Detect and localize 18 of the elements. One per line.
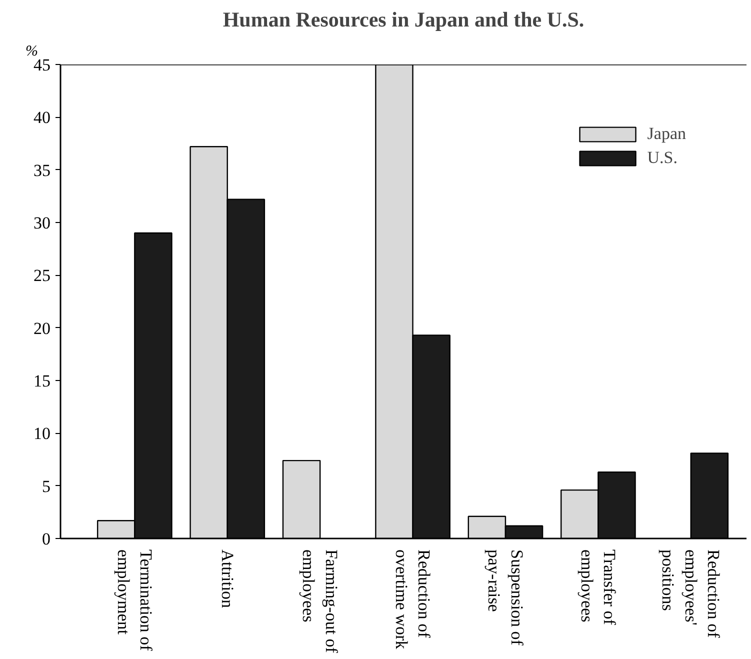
- x-tick-label: Farming-out of employees: [299, 550, 341, 654]
- x-tick-label: Attrition: [218, 550, 237, 609]
- y-tick-label: 10: [34, 424, 50, 444]
- y-tick-label: 30: [34, 214, 50, 232]
- y-tick-label: 20: [34, 318, 50, 338]
- x-tick-label: Reduction of employees' positions: [658, 550, 724, 638]
- y-tick-label: 25: [34, 266, 50, 286]
- y-tick-label: 0: [42, 530, 50, 548]
- x-tick-label: Termination of employment: [114, 550, 156, 652]
- legend-label: Japan: [647, 124, 686, 144]
- x-tick-label: Suspension of pay-raise: [484, 550, 526, 646]
- y-tick-label: 40: [34, 108, 50, 128]
- x-tick-label: Transfer of employees: [577, 550, 620, 626]
- chart-title: Human Resources in Japan and the U.S.: [222, 8, 584, 32]
- y-tick-label: 5: [42, 476, 50, 496]
- legend-label: U.S.: [647, 148, 678, 168]
- y-tick-label: 15: [34, 372, 50, 390]
- y-tick-label: 35: [34, 160, 50, 180]
